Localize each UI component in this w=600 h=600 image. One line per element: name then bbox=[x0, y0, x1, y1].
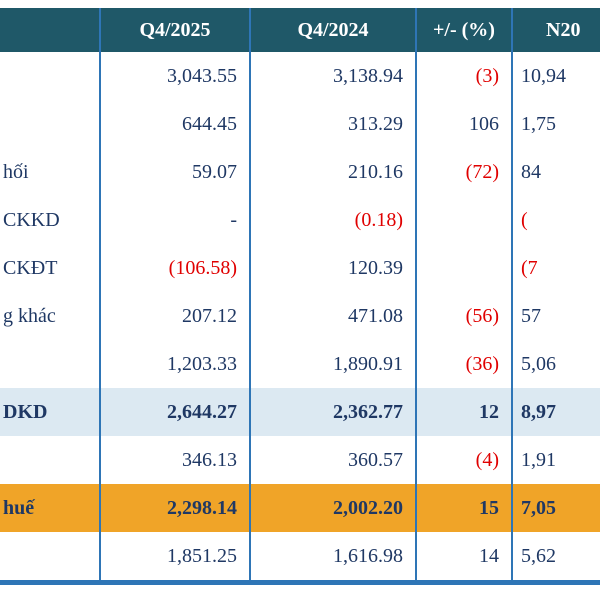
cell-q4-2025: 346.13 bbox=[100, 436, 251, 484]
cell-label bbox=[0, 436, 101, 484]
cell-year: ( bbox=[512, 196, 600, 244]
header-year: N20 bbox=[512, 8, 600, 52]
cell-label: DKD bbox=[0, 388, 101, 436]
cell-q4-2025: 1,851.25 bbox=[100, 532, 251, 585]
cell-year: 1,91 bbox=[512, 436, 600, 484]
cell-q4-2024: 2,002.20 bbox=[250, 484, 417, 532]
cell-q4-2025: (106.58) bbox=[100, 244, 251, 292]
cell-q4-2025: 59.07 bbox=[100, 148, 251, 196]
cell-change-pct: (72) bbox=[416, 148, 513, 196]
cell-label: huế bbox=[0, 484, 101, 532]
cell-label bbox=[0, 52, 101, 100]
cell-change-pct: 106 bbox=[416, 100, 513, 148]
cell-year: 84 bbox=[512, 148, 600, 196]
table-row: 1,851.25 1,616.98 14 5,62 bbox=[0, 532, 600, 585]
cell-year: 5,62 bbox=[512, 532, 600, 585]
table-row: 3,043.55 3,138.94 (3) 10,94 bbox=[0, 52, 600, 100]
cell-year: 5,06 bbox=[512, 340, 600, 388]
financial-results-table: Q4/2025 Q4/2024 +/- (%) N20 3,043.55 3,1… bbox=[0, 8, 600, 585]
cell-change-pct: (3) bbox=[416, 52, 513, 100]
cell-change-pct: 14 bbox=[416, 532, 513, 585]
cell-label: CKKD bbox=[0, 196, 101, 244]
cell-label bbox=[0, 532, 101, 585]
cell-year: 1,75 bbox=[512, 100, 600, 148]
cell-year: 8,97 bbox=[512, 388, 600, 436]
cell-q4-2025: - bbox=[100, 196, 251, 244]
cell-change-pct: (56) bbox=[416, 292, 513, 340]
table-row: 1,203.33 1,890.91 (36) 5,06 bbox=[0, 340, 600, 388]
cell-change-pct: (36) bbox=[416, 340, 513, 388]
cell-change-pct: 12 bbox=[416, 388, 513, 436]
cell-q4-2024: 2,362.77 bbox=[250, 388, 417, 436]
table-row-highlight-operating: DKD 2,644.27 2,362.77 12 8,97 bbox=[0, 388, 600, 436]
cell-q4-2025: 644.45 bbox=[100, 100, 251, 148]
cell-q4-2024: 1,616.98 bbox=[250, 532, 417, 585]
header-change-pct: +/- (%) bbox=[416, 8, 513, 52]
table-row: hối 59.07 210.16 (72) 84 bbox=[0, 148, 600, 196]
table-row: g khác 207.12 471.08 (56) 57 bbox=[0, 292, 600, 340]
cell-label: CKĐT bbox=[0, 244, 101, 292]
header-label-col bbox=[0, 8, 101, 52]
cell-label: g khác bbox=[0, 292, 101, 340]
cell-q4-2025: 2,644.27 bbox=[100, 388, 251, 436]
cell-q4-2025: 207.12 bbox=[100, 292, 251, 340]
cell-q4-2024: 210.16 bbox=[250, 148, 417, 196]
header-row: Q4/2025 Q4/2024 +/- (%) N20 bbox=[0, 8, 600, 52]
cell-year: 7,05 bbox=[512, 484, 600, 532]
table-row: 644.45 313.29 106 1,75 bbox=[0, 100, 600, 148]
table-row-highlight-pretax: huế 2,298.14 2,002.20 15 7,05 bbox=[0, 484, 600, 532]
cell-q4-2024: (0.18) bbox=[250, 196, 417, 244]
cell-q4-2024: 3,138.94 bbox=[250, 52, 417, 100]
header-q4-2025: Q4/2025 bbox=[100, 8, 251, 52]
header-q4-2024: Q4/2024 bbox=[250, 8, 417, 52]
table-row: CKKD - (0.18) ( bbox=[0, 196, 600, 244]
cell-year: (7 bbox=[512, 244, 600, 292]
cell-q4-2024: 120.39 bbox=[250, 244, 417, 292]
cell-q4-2024: 313.29 bbox=[250, 100, 417, 148]
cell-label: hối bbox=[0, 148, 101, 196]
cell-change-pct: 15 bbox=[416, 484, 513, 532]
cell-q4-2025: 1,203.33 bbox=[100, 340, 251, 388]
cell-q4-2025: 2,298.14 bbox=[100, 484, 251, 532]
table-row: 346.13 360.57 (4) 1,91 bbox=[0, 436, 600, 484]
cell-change-pct bbox=[416, 196, 513, 244]
cell-q4-2024: 1,890.91 bbox=[250, 340, 417, 388]
cell-year: 10,94 bbox=[512, 52, 600, 100]
cell-label bbox=[0, 340, 101, 388]
table-row: CKĐT (106.58) 120.39 (7 bbox=[0, 244, 600, 292]
cell-year: 57 bbox=[512, 292, 600, 340]
cell-q4-2024: 360.57 bbox=[250, 436, 417, 484]
cell-q4-2024: 471.08 bbox=[250, 292, 417, 340]
cell-q4-2025: 3,043.55 bbox=[100, 52, 251, 100]
cell-label bbox=[0, 100, 101, 148]
cell-change-pct: (4) bbox=[416, 436, 513, 484]
cell-change-pct bbox=[416, 244, 513, 292]
